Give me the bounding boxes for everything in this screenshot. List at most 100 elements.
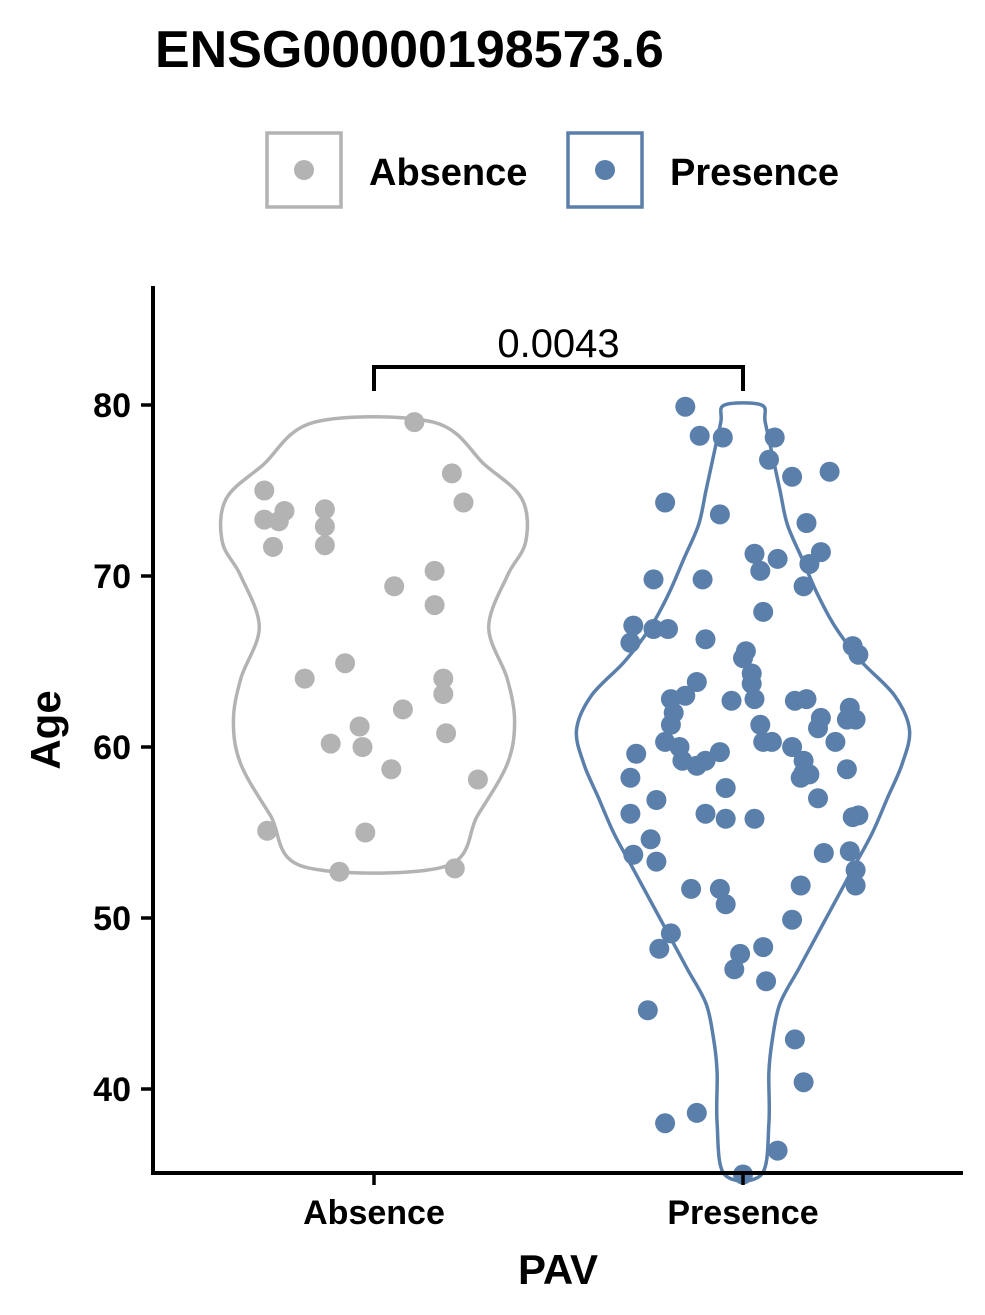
- data-point: [750, 560, 771, 581]
- data-point: [384, 576, 405, 597]
- data-point: [782, 909, 803, 930]
- data-point: [646, 790, 667, 810]
- data-point: [329, 861, 350, 882]
- data-point: [750, 714, 771, 735]
- y-tick-label: 80: [93, 387, 131, 425]
- data-point: [620, 632, 641, 653]
- data-point: [753, 601, 774, 622]
- data-point: [658, 619, 678, 639]
- data-point: [790, 875, 811, 896]
- p-value-label: 0.0043: [497, 322, 619, 366]
- data-point: [453, 492, 474, 513]
- data-point: [715, 894, 736, 915]
- data-point: [433, 668, 454, 689]
- legend-dot-absence: [294, 160, 314, 180]
- data-point: [263, 536, 283, 557]
- data-point: [808, 788, 828, 809]
- data-point: [709, 504, 730, 525]
- chart-title: ENSG00000198573.6: [155, 21, 664, 79]
- data-point: [692, 569, 713, 590]
- data-point: [349, 716, 370, 737]
- data-point: [314, 499, 335, 520]
- x-tick-label: Absence: [303, 1194, 445, 1232]
- legend-dot-presence: [595, 160, 615, 180]
- data-point: [436, 723, 457, 744]
- data-point: [686, 1102, 707, 1123]
- data-point: [274, 501, 295, 521]
- data-point: [335, 653, 356, 674]
- legend: Absence Presence: [265, 131, 839, 209]
- data-point: [294, 668, 315, 689]
- data-point: [782, 466, 803, 487]
- data-point: [810, 707, 831, 728]
- x-axis-title: PAV: [518, 1246, 598, 1293]
- data-point: [709, 742, 730, 763]
- data-point: [845, 709, 866, 730]
- data-point: [796, 513, 817, 533]
- data-point: [799, 764, 820, 785]
- data-point: [620, 767, 641, 788]
- data-point: [764, 427, 785, 448]
- legend-label-absence: Absence: [369, 152, 527, 194]
- data-point: [660, 714, 681, 735]
- legend-item-presence: Presence: [566, 131, 839, 209]
- data-point: [709, 878, 730, 899]
- data-point: [761, 731, 782, 752]
- bracket-line: [372, 365, 745, 391]
- data-point: [813, 843, 834, 863]
- data-point: [767, 1140, 788, 1161]
- legend-key-absence: [265, 131, 343, 209]
- data-point: [467, 769, 488, 790]
- data-point: [320, 733, 341, 754]
- data-point: [836, 759, 857, 780]
- data-point: [730, 943, 751, 964]
- data-point: [404, 412, 425, 433]
- data-point: [845, 860, 866, 881]
- data-point: [744, 689, 765, 710]
- data-point: [695, 750, 716, 771]
- data-point: [724, 959, 745, 980]
- data-point: [819, 461, 840, 482]
- data-point: [686, 672, 707, 692]
- data-point: [623, 844, 644, 865]
- data-point: [392, 699, 413, 720]
- data-point: [845, 875, 866, 896]
- data-point: [646, 851, 667, 872]
- data-point: [715, 808, 736, 829]
- data-point: [733, 648, 753, 669]
- data-point: [254, 480, 275, 501]
- data-point: [314, 535, 335, 556]
- data-point: [643, 619, 664, 639]
- axes: [151, 286, 963, 1175]
- data-point: [793, 576, 814, 597]
- data-point: [620, 803, 641, 824]
- data-point: [759, 449, 779, 470]
- data-point: [741, 673, 762, 694]
- data-point: [352, 737, 373, 757]
- data-point: [744, 543, 765, 564]
- y-axis-title: Age: [22, 690, 69, 769]
- data-point: [637, 1000, 658, 1021]
- significance-bracket: 0.0043: [372, 322, 745, 391]
- data-point: [715, 778, 736, 798]
- data-point: [675, 396, 696, 417]
- data-point: [721, 690, 742, 711]
- y-tick-label: 60: [93, 729, 131, 767]
- y-tick-label: 50: [93, 900, 131, 938]
- y-tick-label: 40: [93, 1071, 131, 1109]
- data-point: [433, 684, 454, 704]
- data-point: [444, 858, 465, 879]
- data-point: [796, 689, 817, 710]
- data-point: [810, 542, 831, 563]
- data-point: [782, 737, 803, 757]
- data-point: [793, 1072, 814, 1093]
- data-point: [655, 492, 676, 513]
- legend-item-absence: Absence: [265, 131, 527, 209]
- data-point: [314, 516, 335, 537]
- y-ticks: 40 50 60 70 80: [93, 387, 153, 1109]
- data-point: [695, 629, 716, 650]
- points-layer: [254, 396, 869, 1185]
- data-point: [825, 731, 846, 752]
- data-point: [848, 644, 869, 665]
